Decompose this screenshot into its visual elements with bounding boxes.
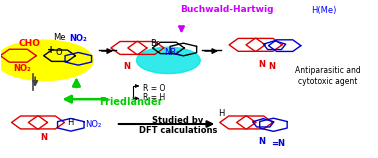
Text: NO₂: NO₂ (85, 119, 101, 128)
Text: Buchwald-Hartwig: Buchwald-Hartwig (180, 5, 273, 14)
Text: N: N (259, 137, 266, 146)
Text: R = O: R = O (143, 84, 166, 93)
Text: =N: =N (271, 139, 285, 148)
Text: N: N (259, 60, 266, 69)
Circle shape (0, 40, 93, 81)
Text: N: N (40, 134, 47, 143)
Text: Antiparasitic and
cytotoxic agent: Antiparasitic and cytotoxic agent (295, 66, 361, 86)
Text: Br: Br (150, 39, 160, 48)
Text: NR₂: NR₂ (164, 48, 180, 57)
Text: O: O (55, 48, 62, 57)
Text: R = H: R = H (143, 93, 166, 102)
Text: H(Me): H(Me) (311, 6, 337, 15)
Text: NO₂: NO₂ (13, 64, 31, 73)
Text: NO₂: NO₂ (70, 34, 87, 43)
Text: Studied by
DFT calculations: Studied by DFT calculations (139, 116, 217, 135)
Text: CHO: CHO (19, 39, 40, 48)
Circle shape (136, 47, 200, 74)
Text: H: H (218, 109, 224, 118)
Text: H: H (68, 118, 74, 127)
Text: N: N (268, 62, 275, 71)
Text: Me: Me (53, 33, 66, 42)
Text: +: + (47, 45, 55, 55)
Text: Friedländer: Friedländer (99, 97, 163, 107)
Text: N: N (124, 62, 130, 71)
